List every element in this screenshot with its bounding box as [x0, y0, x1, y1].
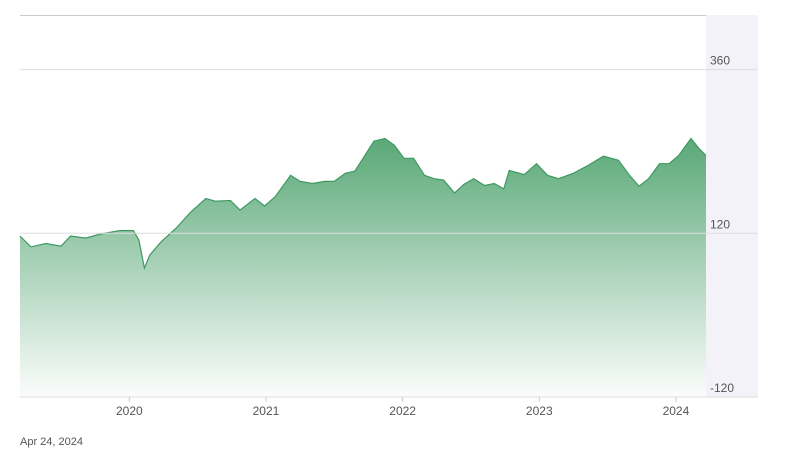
area [20, 138, 706, 397]
line [19, 137, 707, 271]
x-tick-label: 2023 [526, 404, 553, 418]
x-tick-label: 2020 [116, 404, 143, 418]
x-tick-label: 2021 [253, 404, 280, 418]
axis-panel [706, 15, 758, 397]
y-tick-label: 360 [710, 54, 730, 68]
x-tick-label: 2024 [663, 404, 690, 418]
y-tick-label: 120 [710, 217, 730, 231]
x-tick-label: 2022 [389, 404, 416, 418]
date-label: Apr 24, 2024 [20, 436, 83, 448]
y-tick-label: -120 [710, 381, 734, 395]
